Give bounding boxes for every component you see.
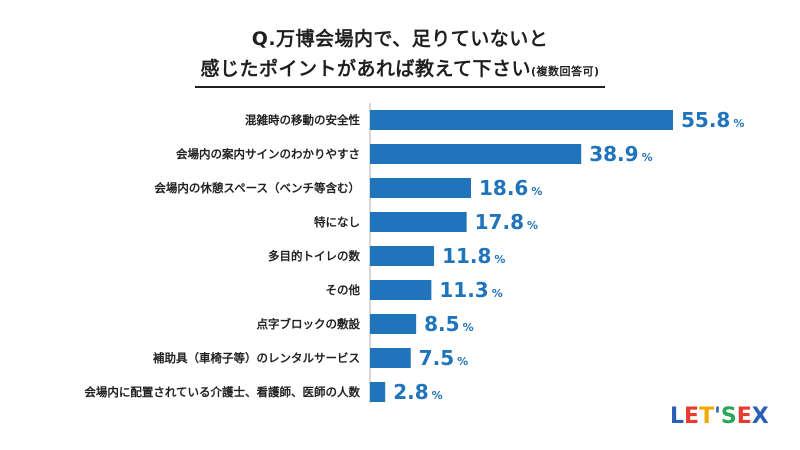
bar: [370, 314, 417, 334]
bar: [370, 382, 386, 402]
bar: [370, 280, 432, 300]
category-label: 点字ブロックの敷設: [257, 317, 361, 331]
bar: [370, 348, 411, 368]
data-label: 17.8%: [475, 210, 538, 234]
category-label: 会場内の休憩スペース（ベンチ等含む）: [153, 181, 360, 195]
bars-group: 混雑時の移動の安全性 55.8 % 会場内の案内サインのわかりやすさ 38.9 % 会場内の…: [83, 108, 744, 404]
bar: [370, 110, 673, 130]
bar: [370, 178, 471, 198]
title-note: (複数回答可): [531, 65, 600, 78]
lets-expo-logo: LET'SEXPO: [670, 404, 770, 429]
category-label: 混雑時の移動の安全性: [245, 113, 360, 127]
title-line-1: Q.万博会場内で、足りていないと: [251, 28, 549, 50]
category-label: 会場内に配置されている介護士、看護師、医師の人数: [83, 385, 360, 399]
data-label: 55.8%: [681, 108, 744, 132]
category-label: その他: [326, 283, 361, 297]
data-label: 18.6%: [479, 176, 542, 200]
category-label: 特になし: [314, 215, 360, 229]
svg-text:LET'SEXPO: LET'SEXPO: [670, 404, 770, 429]
title-underline: [195, 86, 605, 88]
title-line-2: 感じたポイントがあれば教えて下さい(複数回答可): [0, 54, 800, 81]
data-label: 11.3%: [439, 278, 502, 302]
category-label: 補助具（車椅子等）のレンタルサービス: [152, 351, 360, 365]
bar: [370, 212, 467, 232]
data-label: 8.5%: [424, 312, 473, 336]
bar: [370, 144, 582, 164]
category-label: 会場内の案内サインのわかりやすさ: [175, 147, 360, 161]
data-label: 2.8%: [393, 380, 442, 404]
title-line-2-main: 感じたポイントがあれば教えて下さい: [200, 58, 531, 80]
data-label: 38.9%: [589, 142, 652, 166]
data-label: 7.5%: [419, 346, 468, 370]
category-label: 多目的トイレの数: [268, 249, 360, 263]
data-label: 11.8%: [442, 244, 505, 268]
bar: [370, 246, 435, 266]
